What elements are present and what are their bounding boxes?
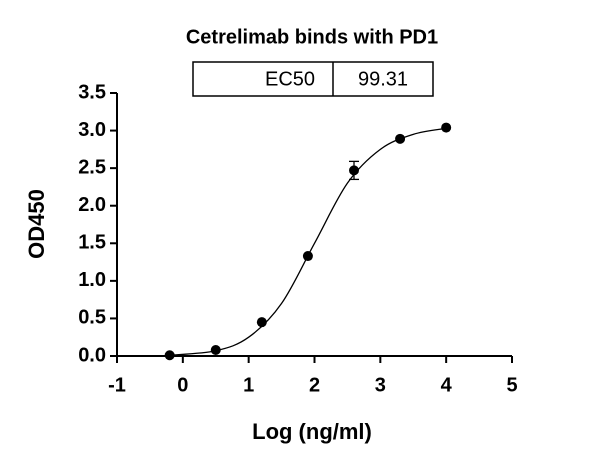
y-tick-label: 0.0 (78, 344, 106, 366)
y-tick-label: 1.0 (78, 269, 106, 291)
fit-curve (169, 127, 447, 356)
x-tick-label: 1 (243, 374, 254, 396)
x-tick-label: 4 (441, 374, 453, 396)
data-point (441, 122, 452, 133)
y-tick-label: 2.0 (78, 194, 106, 216)
x-tick-label: -1 (108, 374, 126, 396)
x-tick-label: 3 (375, 374, 386, 396)
data-point (210, 344, 221, 355)
y-tick-label: 2.5 (78, 156, 106, 178)
x-tick-label: 0 (177, 374, 188, 396)
data-point (302, 251, 313, 262)
x-tick-label: 2 (309, 374, 320, 396)
y-axis-label: OD450 (24, 189, 49, 259)
y-tick-label: 3.0 (78, 119, 106, 141)
ec50-box (192, 61, 434, 97)
y-tick-label: 1.5 (78, 232, 106, 254)
y-tick-label: 3.5 (78, 81, 106, 103)
x-axis-label: Log (ng/ml) (252, 419, 372, 444)
x-tick-label: 5 (506, 374, 517, 396)
y-tick-label: 0.5 (78, 307, 106, 329)
data-point (164, 350, 175, 361)
ec50-label: EC50 (265, 68, 315, 90)
data-point (395, 133, 406, 144)
data-point (256, 317, 267, 328)
chart-title: Cetrelimab binds with PD1 (186, 26, 438, 48)
ec50-value: 99.31 (358, 68, 408, 90)
data-point (349, 165, 359, 176)
